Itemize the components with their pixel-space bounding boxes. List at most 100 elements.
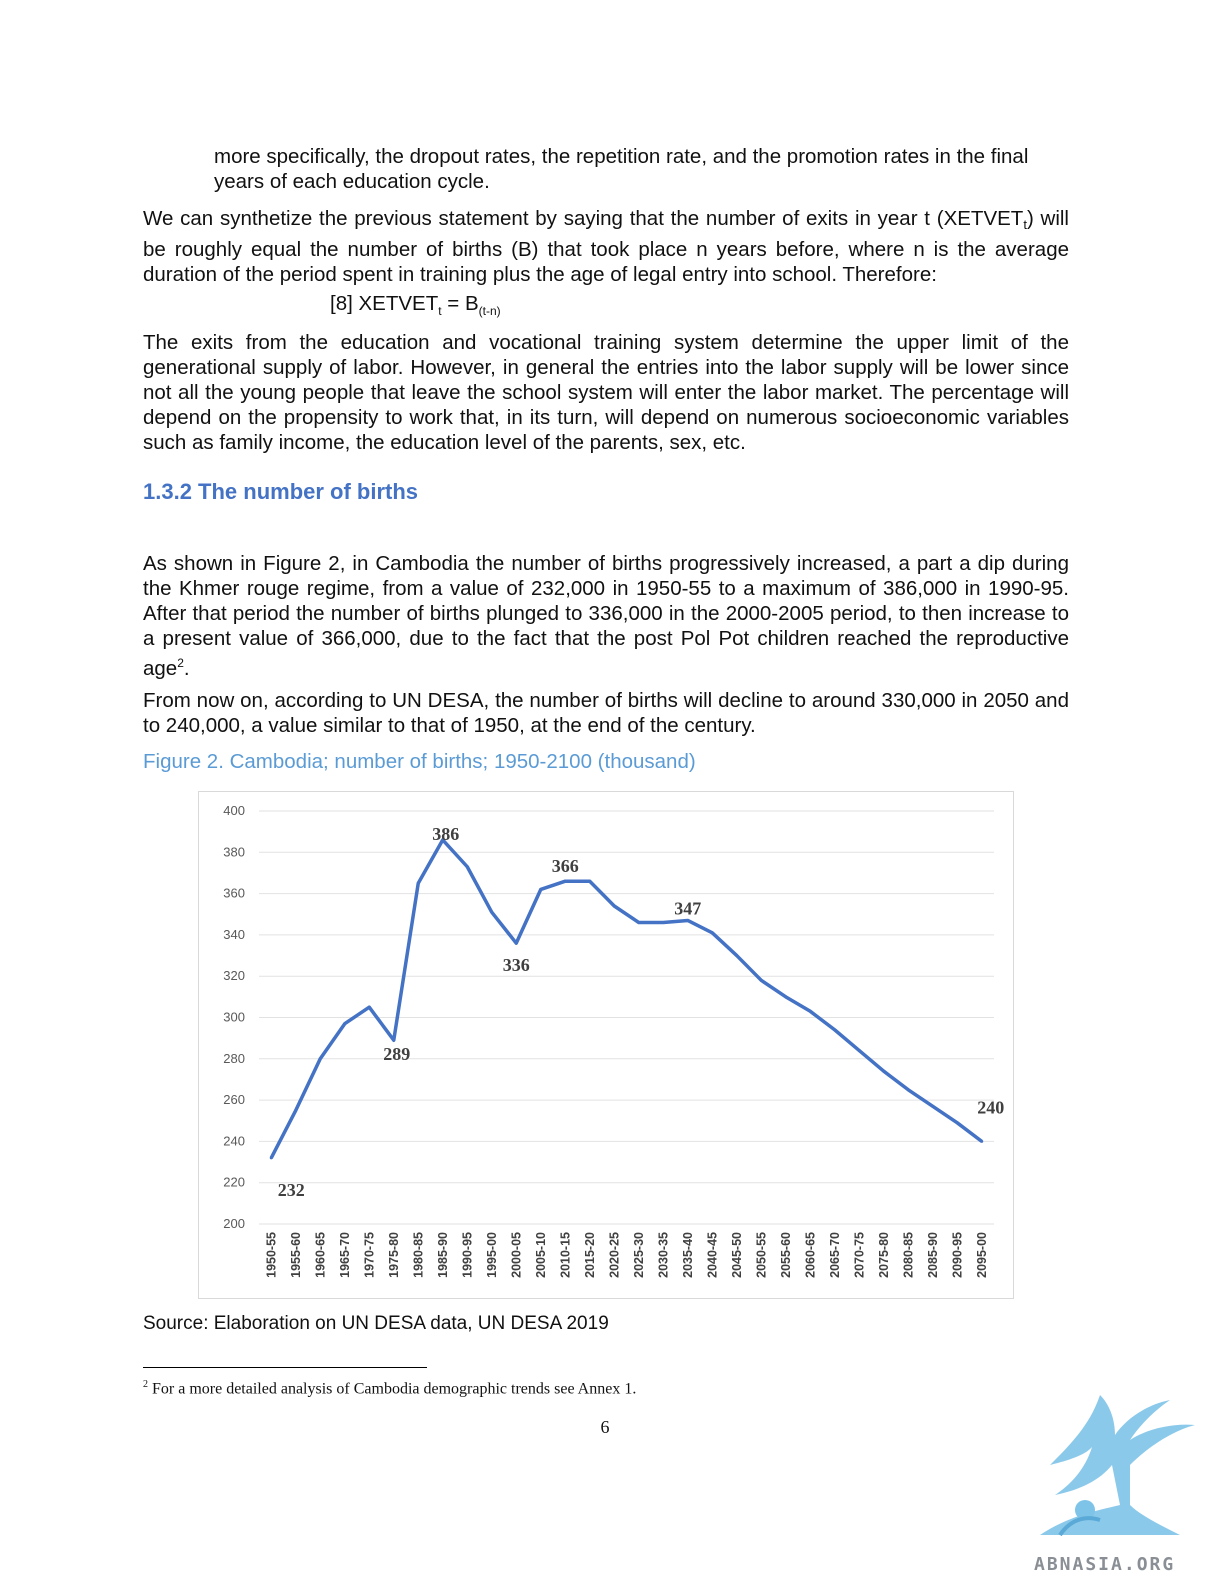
x-tick-label: 1990-95 [460, 1232, 474, 1278]
y-tick-label: 380 [223, 844, 245, 859]
y-tick-label: 300 [223, 1010, 245, 1025]
data-point [588, 879, 592, 883]
x-tick-label: 2035-40 [681, 1232, 695, 1278]
x-tick-label: 2000-05 [509, 1232, 523, 1278]
y-tick-label: 200 [223, 1216, 245, 1231]
births-series-line [269, 838, 983, 1159]
intro-paragraph: more specifically, the dropout rates, th… [214, 145, 1029, 193]
x-tick-label: 2080-85 [901, 1232, 915, 1278]
x-tick-label: 1960-65 [313, 1232, 327, 1278]
x-tick-label: 2095-00 [975, 1232, 989, 1278]
y-tick-label: 360 [223, 886, 245, 901]
x-tick-label: 2075-80 [877, 1232, 891, 1278]
x-tick-label: 1965-70 [338, 1232, 352, 1278]
x-tick-label: 2050-55 [754, 1232, 768, 1278]
subscript-t: t [1023, 217, 1027, 232]
births-chart: 200 220 240 260 280 300 320 340 360 380 400 1950-55… [198, 791, 1014, 1299]
section-heading: 1.3.2 The number of births [143, 479, 419, 504]
x-tick-label: 2040-45 [705, 1232, 719, 1278]
data-point [955, 1121, 959, 1125]
data-point [612, 904, 616, 908]
data-point [784, 995, 788, 999]
x-tick-label: 1970-75 [362, 1232, 376, 1278]
data-label: 289 [383, 1044, 410, 1064]
data-label: 366 [552, 856, 579, 876]
data-point [465, 865, 469, 869]
x-tick-label: 2085-90 [926, 1232, 940, 1278]
synthesis-text-start: We can synthetize the previous statement… [143, 207, 1024, 230]
data-label: 232 [278, 1180, 305, 1200]
footnote-text: For a more detailed analysis of Cambodia… [148, 1380, 637, 1398]
y-tick-label: 400 [223, 803, 245, 818]
data-point [710, 931, 714, 935]
x-tick-label: 2025-30 [632, 1232, 646, 1278]
source-note: Source: Elaboration on UN DESA data, UN … [143, 1313, 609, 1334]
data-point [514, 941, 518, 945]
births-text-end: . [183, 656, 190, 680]
data-point [392, 1038, 396, 1042]
projection-paragraph: From now on, according to UN DESA, the n… [143, 689, 1069, 737]
data-point [857, 1049, 861, 1053]
data-point [808, 1009, 812, 1013]
x-tick-label: 2070-75 [852, 1232, 866, 1278]
synthesis-paragraph: We can synthetize the previous statement… [143, 206, 1069, 287]
data-point [318, 1057, 322, 1061]
x-tick-label: 1975-80 [387, 1232, 401, 1278]
data-point [906, 1088, 910, 1092]
page-number: 6 [600, 1417, 610, 1437]
y-tick-label: 260 [223, 1092, 245, 1107]
y-tick-label: 220 [223, 1175, 245, 1190]
x-tick-label: 2065-70 [828, 1232, 842, 1278]
data-label: 336 [503, 955, 530, 975]
data-point [539, 887, 543, 891]
x-tick-label: 2010-15 [558, 1232, 572, 1278]
data-label: 240 [977, 1097, 1004, 1117]
equation-middle: = B [441, 292, 479, 315]
data-point [686, 918, 690, 922]
data-point [441, 838, 445, 842]
x-tick-label: 2090-95 [950, 1232, 964, 1278]
x-tick-label: 1950-55 [264, 1232, 278, 1278]
x-tick-label: 2055-60 [779, 1232, 793, 1278]
data-point [833, 1028, 837, 1032]
figure-caption: Figure 2. Cambodia; number of births; 19… [143, 750, 696, 773]
footnote-ref[interactable]: 2 [177, 656, 184, 670]
data-point [367, 1005, 371, 1009]
data-point [882, 1069, 886, 1073]
x-tick-label: 1995-00 [485, 1232, 499, 1278]
logo-text: ABNASIA.ORG [1034, 1554, 1176, 1575]
y-tick-label: 320 [223, 968, 245, 983]
x-tick-label: 2060-65 [803, 1232, 817, 1278]
data-point [980, 1139, 984, 1143]
x-tick-label: 1980-85 [411, 1232, 425, 1278]
griffin-logo-icon [1040, 1395, 1195, 1537]
data-point [294, 1108, 298, 1112]
synthesis-text-end: ) will be roughly equal the number of bi… [143, 207, 1069, 286]
data-point [343, 1022, 347, 1026]
footnote-number: 2 [143, 1379, 148, 1390]
equation-subscript-tn: (t-n) [478, 304, 501, 319]
x-tick-label: 2030-35 [656, 1232, 670, 1278]
x-tick-label: 2020-25 [607, 1232, 621, 1278]
data-label: 347 [674, 898, 701, 918]
x-tick-label: 2005-10 [534, 1232, 548, 1278]
births-text: As shown in Figure 2, in Cambodia the nu… [143, 552, 1069, 680]
y-tick-label: 280 [223, 1051, 245, 1066]
data-point [637, 921, 641, 925]
exits-paragraph: The exits from the education and vocatio… [143, 331, 1069, 454]
data-point [759, 978, 763, 982]
data-point [269, 1156, 273, 1160]
y-tick-label: 340 [223, 927, 245, 942]
data-label: 386 [432, 824, 459, 844]
footnote-separator [143, 1367, 427, 1368]
equation-8: [8] XETVETt = B(t-n) [330, 292, 501, 318]
footnote: 2 For a more detailed analysis of Cambod… [143, 1379, 636, 1398]
data-point [563, 879, 567, 883]
data-point [661, 921, 665, 925]
data-point [931, 1104, 935, 1108]
data-point [735, 954, 739, 958]
births-paragraph: As shown in Figure 2, in Cambodia the nu… [143, 551, 1069, 681]
x-tick-label: 1955-60 [289, 1232, 303, 1278]
x-tick-label: 2045-50 [730, 1232, 744, 1278]
y-tick-label: 240 [223, 1133, 245, 1148]
